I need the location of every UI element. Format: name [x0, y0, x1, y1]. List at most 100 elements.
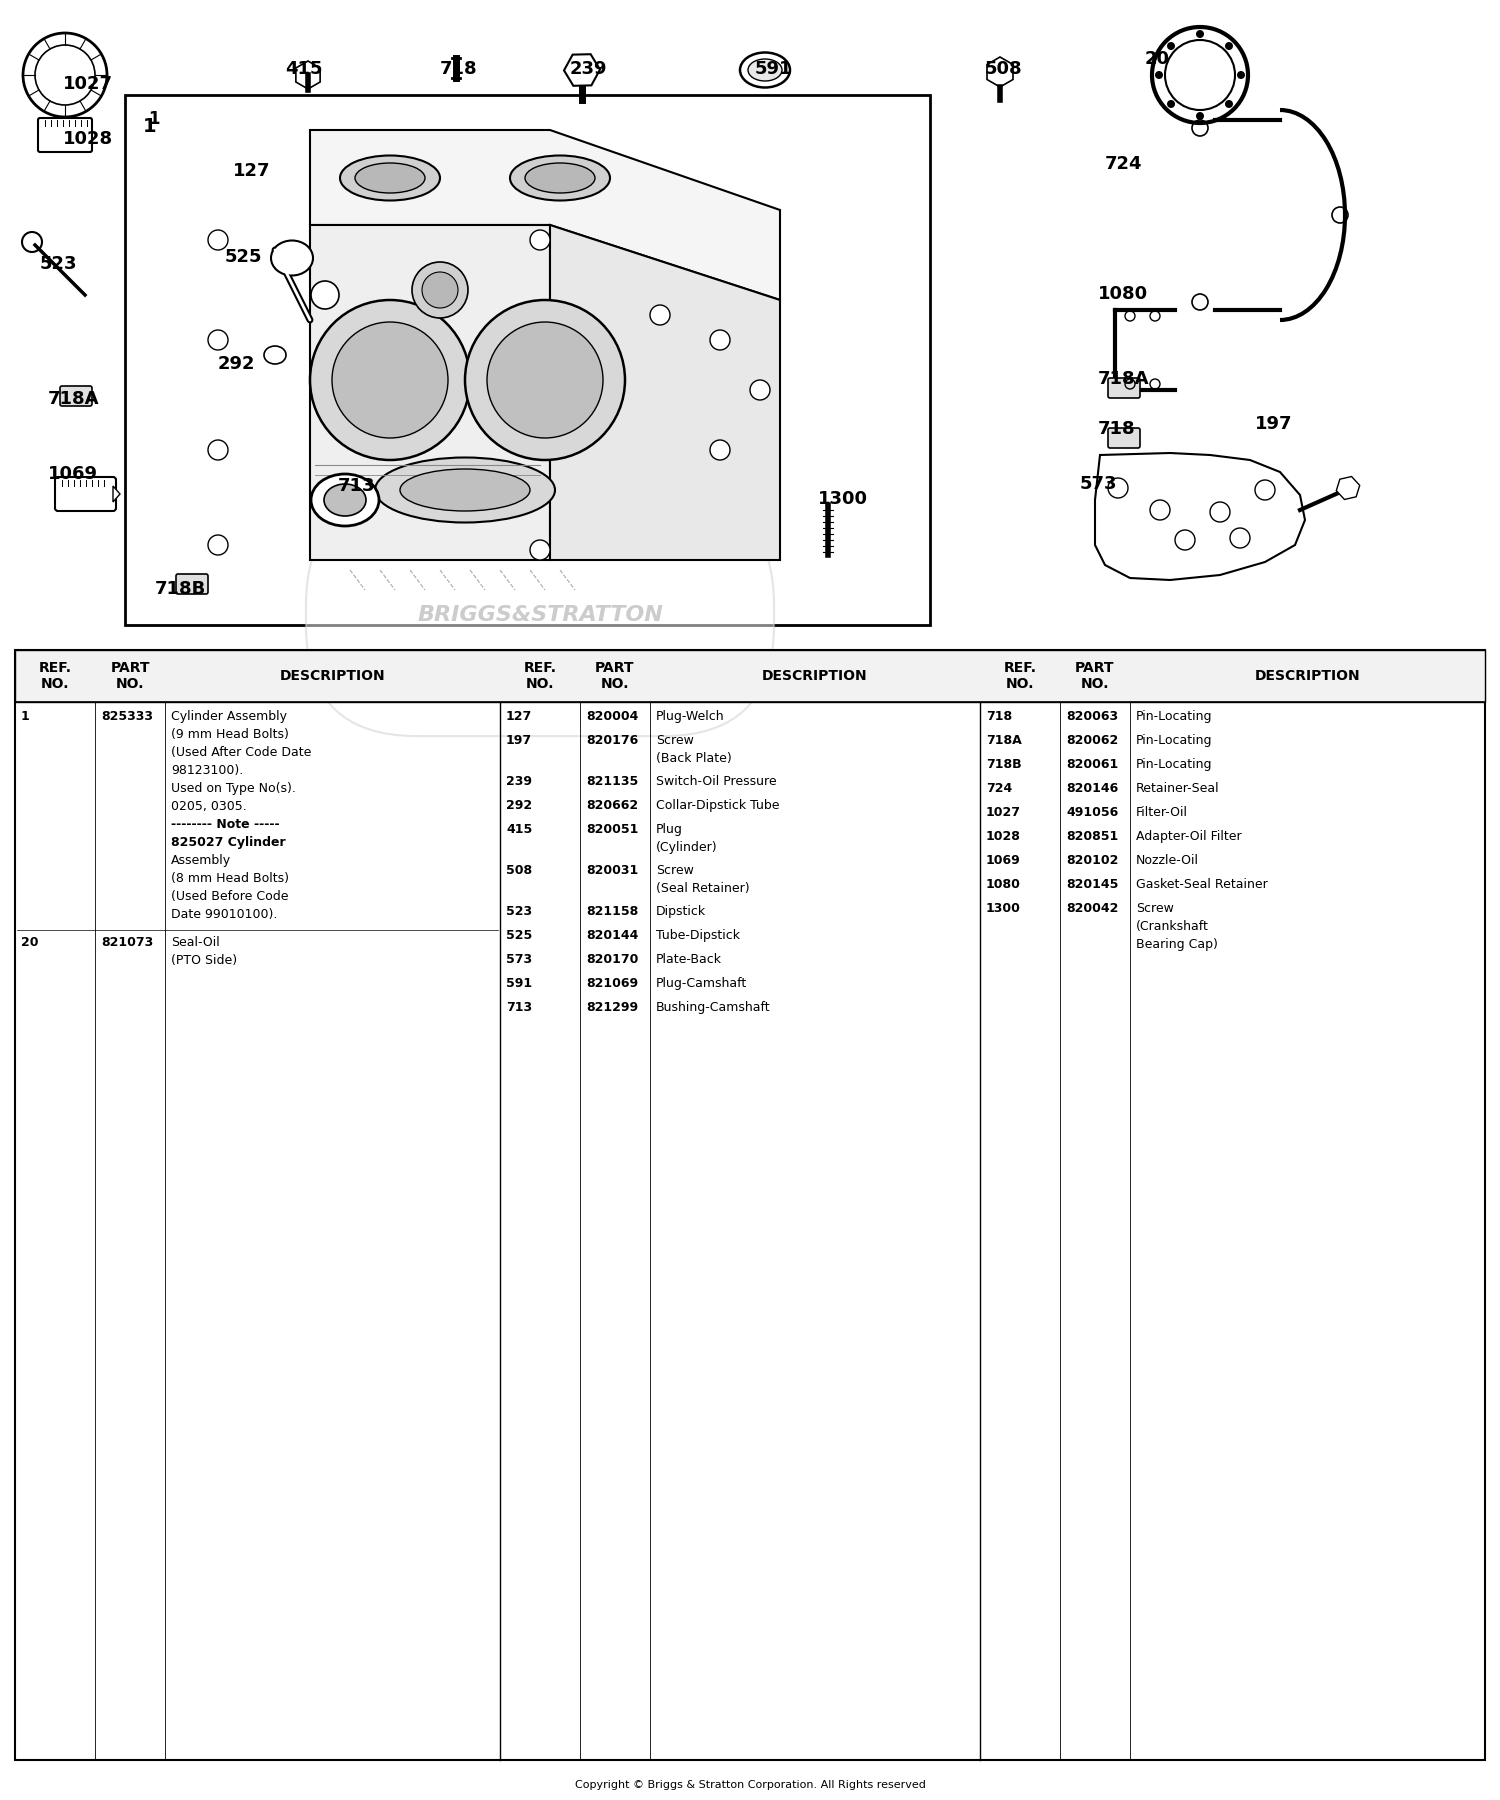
Text: 718A: 718A — [986, 734, 1022, 747]
Text: 127: 127 — [232, 162, 270, 180]
Ellipse shape — [324, 484, 366, 517]
Text: 197: 197 — [1256, 416, 1293, 434]
Text: 523: 523 — [40, 256, 78, 274]
Circle shape — [710, 439, 730, 461]
Text: 1028: 1028 — [986, 830, 1022, 842]
Text: 1300: 1300 — [986, 902, 1022, 914]
Text: PART
NO.: PART NO. — [111, 661, 150, 691]
Text: 1069: 1069 — [986, 853, 1020, 868]
Text: 98123100).: 98123100). — [171, 763, 243, 778]
Text: 525: 525 — [506, 929, 532, 941]
Polygon shape — [310, 225, 550, 560]
Text: Bearing Cap): Bearing Cap) — [1136, 938, 1218, 950]
Text: Adapter-Oil Filter: Adapter-Oil Filter — [1136, 830, 1242, 842]
Text: Screw: Screw — [656, 864, 694, 877]
Text: Nozzle-Oil: Nozzle-Oil — [1136, 853, 1198, 868]
Bar — [15, 650, 1485, 1760]
Text: Gasket-Seal Retainer: Gasket-Seal Retainer — [1136, 878, 1268, 891]
Text: 820031: 820031 — [586, 864, 639, 877]
Text: Assembly: Assembly — [171, 853, 231, 868]
Text: (PTO Side): (PTO Side) — [171, 954, 237, 967]
Ellipse shape — [400, 470, 530, 511]
Circle shape — [1256, 481, 1275, 500]
Text: Plug-Camshaft: Plug-Camshaft — [656, 977, 747, 990]
Text: BRIGGS&STRATTON: BRIGGS&STRATTON — [417, 605, 663, 625]
Text: Tube-Dipstick: Tube-Dipstick — [656, 929, 740, 941]
Text: Screw: Screw — [656, 734, 694, 747]
Circle shape — [1167, 41, 1174, 50]
Bar — [15, 650, 1485, 702]
Text: 573: 573 — [1080, 475, 1118, 493]
Text: 821158: 821158 — [586, 905, 639, 918]
Circle shape — [422, 272, 458, 308]
Text: 292: 292 — [217, 355, 255, 373]
Circle shape — [1230, 527, 1250, 547]
Circle shape — [1226, 41, 1233, 50]
Text: (8 mm Head Bolts): (8 mm Head Bolts) — [171, 871, 290, 886]
Text: 718: 718 — [440, 59, 477, 77]
Text: (Cylinder): (Cylinder) — [656, 841, 717, 853]
Circle shape — [1167, 101, 1174, 108]
Text: Seal-Oil: Seal-Oil — [171, 936, 219, 949]
Text: 724: 724 — [986, 781, 1012, 796]
Polygon shape — [112, 486, 120, 502]
Text: 1080: 1080 — [1098, 284, 1148, 302]
FancyBboxPatch shape — [176, 574, 208, 594]
Circle shape — [530, 540, 550, 560]
Text: (Seal Retainer): (Seal Retainer) — [656, 882, 750, 895]
Text: Copyright © Briggs & Stratton Corporation. All Rights reserved: Copyright © Briggs & Stratton Corporatio… — [574, 1780, 926, 1789]
Text: 718A: 718A — [48, 391, 99, 409]
Text: 821069: 821069 — [586, 977, 638, 990]
Text: 1300: 1300 — [818, 490, 868, 508]
Text: 1: 1 — [21, 709, 30, 724]
FancyBboxPatch shape — [60, 385, 92, 407]
Text: 573: 573 — [506, 952, 532, 967]
Text: (Crankshaft: (Crankshaft — [1136, 920, 1209, 932]
FancyBboxPatch shape — [38, 119, 92, 151]
Text: 821073: 821073 — [100, 936, 153, 949]
Ellipse shape — [340, 155, 439, 200]
Text: Used on Type No(s).: Used on Type No(s). — [171, 781, 296, 796]
Text: 591: 591 — [754, 59, 792, 77]
Text: 508: 508 — [986, 59, 1023, 77]
Text: 239: 239 — [570, 59, 608, 77]
Text: 718B: 718B — [986, 758, 1022, 770]
Circle shape — [310, 281, 339, 310]
Ellipse shape — [748, 59, 782, 81]
Circle shape — [209, 329, 228, 349]
Text: REF.
NO.: REF. NO. — [524, 661, 556, 691]
Text: 718B: 718B — [154, 580, 206, 598]
Text: Dipstick: Dipstick — [656, 905, 706, 918]
Text: 820146: 820146 — [1066, 781, 1118, 796]
Text: 820851: 820851 — [1066, 830, 1118, 842]
FancyBboxPatch shape — [1108, 428, 1140, 448]
Text: 1: 1 — [148, 110, 159, 128]
Circle shape — [310, 301, 470, 461]
Text: 525: 525 — [225, 248, 262, 266]
Text: 1027: 1027 — [986, 806, 1022, 819]
Text: 820051: 820051 — [586, 823, 639, 835]
Text: Screw: Screw — [1136, 902, 1174, 914]
Text: 718: 718 — [1098, 419, 1136, 437]
Ellipse shape — [510, 155, 610, 200]
Text: DESCRIPTION: DESCRIPTION — [279, 670, 386, 682]
Text: 491056: 491056 — [1066, 806, 1118, 819]
Bar — [124, 95, 930, 625]
Text: 820170: 820170 — [586, 952, 639, 967]
Text: 820662: 820662 — [586, 799, 638, 812]
Circle shape — [750, 380, 770, 400]
Circle shape — [209, 535, 228, 554]
Circle shape — [1108, 479, 1128, 499]
Text: Plate-Back: Plate-Back — [656, 952, 722, 967]
Text: (Used Before Code: (Used Before Code — [171, 889, 288, 904]
Text: 820102: 820102 — [1066, 853, 1119, 868]
Text: Pin-Locating: Pin-Locating — [1136, 709, 1212, 724]
Text: 0205, 0305.: 0205, 0305. — [171, 799, 246, 814]
Text: PART
NO.: PART NO. — [596, 661, 634, 691]
Text: 821135: 821135 — [586, 776, 639, 788]
Text: 197: 197 — [506, 734, 532, 747]
Text: 821299: 821299 — [586, 1001, 638, 1013]
Text: 718: 718 — [986, 709, 1012, 724]
Text: Pin-Locating: Pin-Locating — [1136, 758, 1212, 770]
Text: 523: 523 — [506, 905, 532, 918]
